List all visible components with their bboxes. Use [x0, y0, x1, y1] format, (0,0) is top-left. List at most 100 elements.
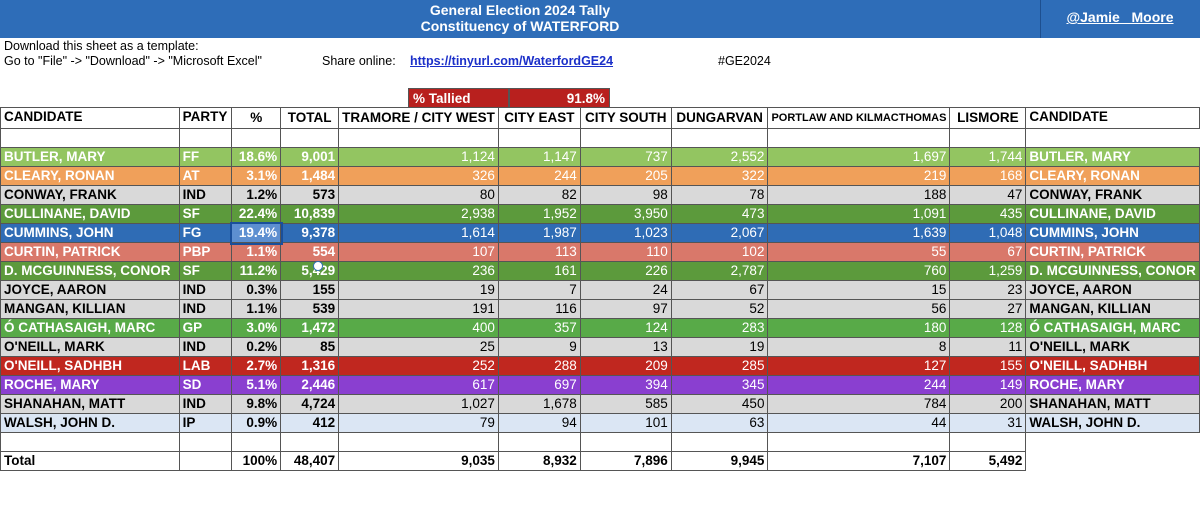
area-city-south[interactable]: 394 [579, 375, 672, 395]
area-city-east[interactable]: 9 [497, 337, 581, 357]
party-code[interactable]: IND [178, 280, 233, 300]
area-portlaw[interactable]: 1,697 [767, 147, 951, 167]
area-tramore[interactable]: 617 [338, 375, 499, 395]
area-city-south[interactable]: 98 [579, 185, 672, 205]
area-dungarvan[interactable]: 63 [670, 413, 769, 433]
area-tramore[interactable]: 400 [338, 318, 499, 338]
area-lismore[interactable]: 149 [949, 375, 1027, 395]
party-code[interactable]: AT [178, 166, 233, 186]
empty-cell[interactable] [497, 128, 581, 148]
vote-total[interactable]: 554 [280, 242, 340, 262]
area-city-south[interactable]: 226 [579, 261, 672, 281]
area-city-east[interactable]: 116 [497, 299, 581, 319]
area-city-east[interactable]: 1,987 [497, 223, 581, 243]
area-dungarvan[interactable]: 67 [670, 280, 769, 300]
area-city-east[interactable]: 82 [497, 185, 581, 205]
area-lismore[interactable]: 27 [949, 299, 1027, 319]
empty-cell[interactable] [670, 432, 769, 452]
empty-cell[interactable] [0, 432, 180, 452]
total-tramore[interactable]: 9,035 [338, 451, 499, 471]
vote-total[interactable]: 1,484 [280, 166, 340, 186]
area-portlaw[interactable]: 180 [767, 318, 951, 338]
area-city-south[interactable]: 97 [579, 299, 672, 319]
candidate-name[interactable]: CURTIN, PATRICK [0, 242, 180, 262]
party-code[interactable]: PBP [178, 242, 233, 262]
vote-pct[interactable]: 0.2% [231, 337, 282, 357]
party-code[interactable]: GP [178, 318, 233, 338]
candidate-name-2[interactable]: CUMMINS, JOHN [1025, 223, 1200, 243]
candidate-name-2[interactable]: CLEARY, RONAN [1025, 166, 1200, 186]
area-city-east[interactable]: 697 [497, 375, 581, 395]
empty-cell[interactable] [497, 432, 581, 452]
area-lismore[interactable]: 435 [949, 204, 1027, 224]
area-tramore[interactable]: 19 [338, 280, 499, 300]
area-city-east[interactable]: 288 [497, 356, 581, 376]
vote-total[interactable]: 573 [280, 185, 340, 205]
area-portlaw[interactable]: 244 [767, 375, 951, 395]
area-lismore[interactable]: 11 [949, 337, 1027, 357]
candidate-name[interactable]: O'NEILL, SADHBH [0, 356, 180, 376]
candidate-name-2[interactable]: SHANAHAN, MATT [1025, 394, 1200, 414]
vote-pct[interactable]: 22.4% [231, 204, 282, 224]
vote-pct[interactable]: 1.1% [231, 299, 282, 319]
candidate-name[interactable]: Ó CATHASAIGH, MARC [0, 318, 180, 338]
area-portlaw[interactable]: 760 [767, 261, 951, 281]
area-portlaw[interactable]: 15 [767, 280, 951, 300]
area-tramore[interactable]: 191 [338, 299, 499, 319]
empty-cell[interactable] [338, 128, 499, 148]
candidate-name-2[interactable]: CONWAY, FRANK [1025, 185, 1200, 205]
total-pct[interactable]: 100% [231, 451, 282, 471]
area-lismore[interactable]: 23 [949, 280, 1027, 300]
area-tramore[interactable]: 80 [338, 185, 499, 205]
vote-total[interactable]: 9,001 [280, 147, 340, 167]
candidate-name-2[interactable]: O'NEILL, MARK [1025, 337, 1200, 357]
party-code[interactable]: FF [178, 147, 233, 167]
area-city-east[interactable]: 1,678 [497, 394, 581, 414]
area-lismore[interactable]: 47 [949, 185, 1027, 205]
candidate-name-2[interactable]: MANGAN, KILLIAN [1025, 299, 1200, 319]
vote-total[interactable]: 1,316 [280, 356, 340, 376]
vote-total[interactable]: 5,429 [280, 261, 340, 281]
area-tramore[interactable]: 1,027 [338, 394, 499, 414]
area-city-east[interactable]: 161 [497, 261, 581, 281]
candidate-name-2[interactable]: CULLINANE, DAVID [1025, 204, 1200, 224]
area-dungarvan[interactable]: 450 [670, 394, 769, 414]
area-city-south[interactable]: 585 [579, 394, 672, 414]
area-portlaw[interactable]: 127 [767, 356, 951, 376]
area-dungarvan[interactable]: 2,067 [670, 223, 769, 243]
candidate-name[interactable]: D. MCGUINNESS, CONOR [0, 261, 180, 281]
area-city-east[interactable]: 1,147 [497, 147, 581, 167]
area-tramore[interactable]: 252 [338, 356, 499, 376]
area-city-east[interactable]: 113 [497, 242, 581, 262]
area-city-south[interactable]: 124 [579, 318, 672, 338]
area-portlaw[interactable]: 56 [767, 299, 951, 319]
vote-pct[interactable]: 5.1% [231, 375, 282, 395]
area-lismore[interactable]: 1,048 [949, 223, 1027, 243]
area-dungarvan[interactable]: 285 [670, 356, 769, 376]
candidate-name-2[interactable]: CURTIN, PATRICK [1025, 242, 1200, 262]
area-tramore[interactable]: 79 [338, 413, 499, 433]
vote-total[interactable]: 85 [280, 337, 340, 357]
area-portlaw[interactable]: 219 [767, 166, 951, 186]
vote-pct[interactable]: 0.3% [231, 280, 282, 300]
area-portlaw[interactable]: 44 [767, 413, 951, 433]
author-handle-link[interactable]: @Jamie_ Moore [1066, 9, 1174, 25]
area-city-south[interactable]: 24 [579, 280, 672, 300]
candidate-name[interactable]: ROCHE, MARY [0, 375, 180, 395]
area-tramore[interactable]: 1,124 [338, 147, 499, 167]
party-code[interactable]: SF [178, 204, 233, 224]
candidate-name-2[interactable]: D. MCGUINNESS, CONOR [1025, 261, 1200, 281]
area-lismore[interactable]: 155 [949, 356, 1027, 376]
area-city-south[interactable]: 209 [579, 356, 672, 376]
candidate-name[interactable]: WALSH, JOHN D. [0, 413, 180, 433]
candidate-name-2[interactable]: BUTLER, MARY [1025, 147, 1200, 167]
vote-pct[interactable]: 1.1% [231, 242, 282, 262]
total-lismore[interactable]: 5,492 [949, 451, 1027, 471]
empty-cell[interactable] [280, 432, 340, 452]
vote-pct[interactable]: 3.0% [231, 318, 282, 338]
area-city-east[interactable]: 94 [497, 413, 581, 433]
area-dungarvan[interactable]: 345 [670, 375, 769, 395]
vote-total[interactable]: 2,446 [280, 375, 340, 395]
total-portlaw[interactable]: 7,107 [767, 451, 951, 471]
vote-pct[interactable]: 1.2% [231, 185, 282, 205]
